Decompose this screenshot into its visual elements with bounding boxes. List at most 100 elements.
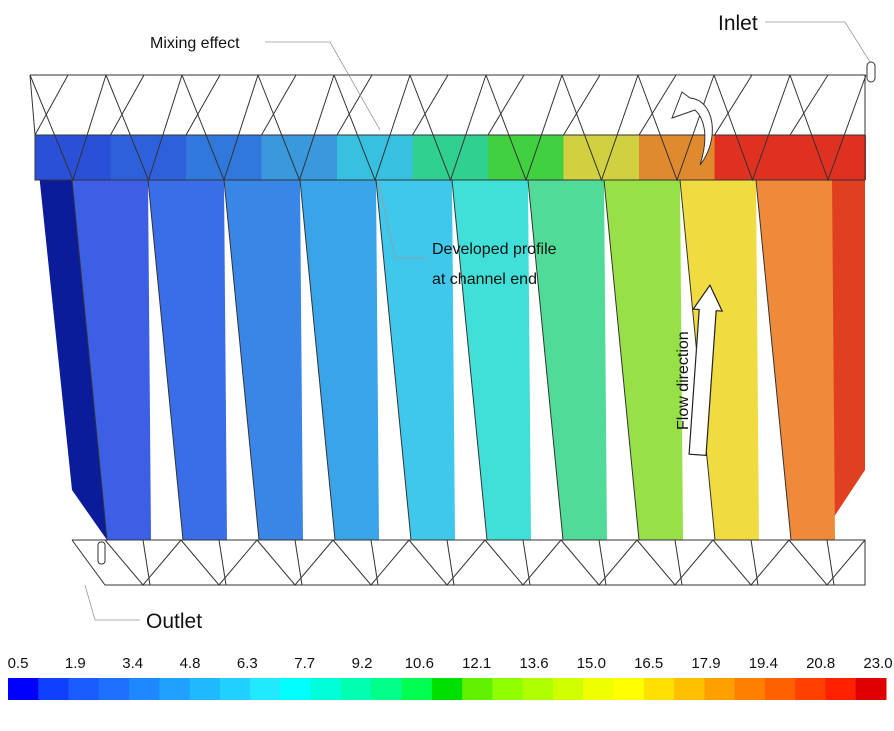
wire-frame [788,539,866,586]
annotation: at channel end [432,271,537,288]
wire-frame [71,539,866,586]
colorbar-swatch [613,678,645,700]
wire-frame [560,539,638,586]
wire-frame [484,539,562,586]
top-strip [714,135,791,180]
top-strip [337,135,413,180]
wire-frame [408,539,486,586]
wire-frame [370,539,379,586]
top-strip [790,135,866,180]
colorbar-label: 3.4 [122,655,143,672]
wire-frame [29,74,107,182]
colorbar-swatch [250,678,281,700]
channel-edge [375,179,412,541]
wire-frame [105,74,183,182]
colorbar-label: 19.4 [749,655,778,672]
colorbar-label: 7.7 [294,655,315,672]
channel-edge [451,179,488,541]
wire-frame [336,74,373,136]
colorbar-label: 15.0 [577,655,606,672]
wire-frame [110,74,145,136]
channel [72,180,151,540]
channel [756,180,835,540]
colorbar-swatch [431,678,463,700]
leader-line [84,584,140,621]
wire-frame [713,74,791,182]
colorbar-swatch [795,678,826,700]
annotation: Developed profile [432,241,557,258]
wire-frame [34,74,69,136]
channel [528,180,607,540]
wire-frame [674,539,683,586]
channel-edge [147,179,184,541]
colorbar-swatch [674,678,705,700]
colorbar-swatch [522,678,554,700]
channel-edge [603,179,640,541]
colorbar-swatch [310,678,342,700]
wire-frame [561,74,639,182]
channel [148,180,227,540]
top-strip [563,135,640,180]
leader-line [377,179,428,259]
wire-frame [563,74,601,136]
colorbar-swatch [129,678,160,700]
wire-frame [261,74,297,136]
wire-frame [185,74,221,136]
colorbar-label: 10.6 [405,655,434,672]
top-strip [261,135,338,180]
colorbar-swatch [189,678,221,700]
wire-frame [789,74,867,182]
wire-frame [412,74,449,136]
annotation: Flow direction [675,331,692,430]
colorbar-swatch [462,678,493,700]
wire-frame [789,74,829,136]
colorbar: 0.5 1.9 3.4 4.8 6.3 7.7 9.2 10.6 12.1 13.6 15.0 16.… [8,655,893,700]
wire-frame [446,539,455,586]
wire-frame [712,539,790,586]
colorbar-swatch [583,678,615,700]
channel-edge [299,179,336,541]
wire-frame [522,539,531,586]
colorbar-swatch [8,678,39,700]
channel [376,180,455,540]
colorbar-swatch [492,678,524,700]
mixing-arrow [671,91,713,166]
colorbar-swatch [643,678,675,700]
colorbar-swatch [704,678,736,700]
colorbar-label: 17.9 [691,655,720,672]
wire-frame [181,74,259,182]
colorbar-swatch [68,678,100,700]
wire-frame [485,74,563,182]
wire-frame [218,539,227,586]
colorbar-swatch [552,678,584,700]
wire-frame [332,539,410,586]
wire-frame [638,74,677,136]
channel [224,180,303,540]
colorbar-label: 13.6 [519,655,548,672]
colorbar-label: 4.8 [180,655,201,672]
channel [680,180,759,540]
channel [300,180,379,540]
colorbar-swatch [825,678,857,700]
colorbar-swatch [98,678,130,700]
wire-frame [104,539,182,586]
colorbar-label: 0.5 [8,655,29,672]
colorbar-label: 16.5 [634,655,663,672]
channel-edge [71,179,108,541]
wire-frame [29,74,866,136]
wire-frame [333,74,411,182]
wire-frame [257,74,335,182]
colorbar-label: 23.0 [863,655,892,672]
colorbar-swatch [401,678,433,700]
colorbar-swatch [159,678,191,700]
wire-frame [598,539,607,586]
wire-frame [826,539,835,586]
colorbar-label: 1.9 [65,655,86,672]
colorbar-swatch [219,678,251,700]
top-strip [110,135,187,180]
leader-line [765,21,871,63]
channel-edge [755,179,792,541]
wire-frame [294,539,303,586]
colorbar-label: 20.8 [806,655,835,672]
